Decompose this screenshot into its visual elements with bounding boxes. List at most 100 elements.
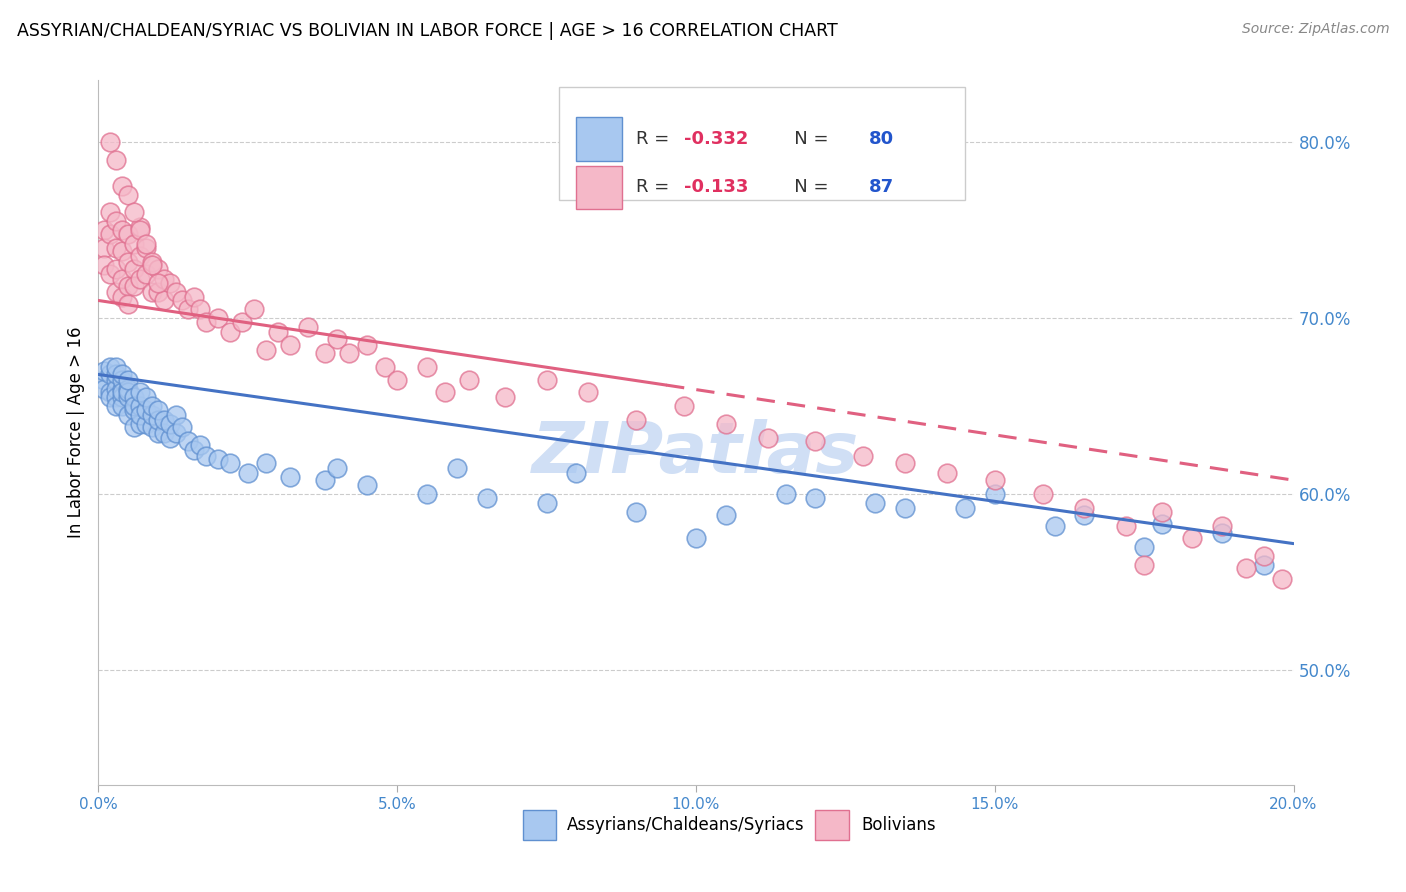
Point xyxy=(536,496,558,510)
Point xyxy=(129,417,152,431)
Point xyxy=(117,408,139,422)
Point xyxy=(172,420,194,434)
Point xyxy=(135,417,157,431)
Point xyxy=(356,337,378,351)
Point xyxy=(111,244,134,259)
Point xyxy=(315,346,337,360)
Point xyxy=(1043,519,1066,533)
Point xyxy=(117,254,139,268)
Point xyxy=(219,456,242,470)
Point xyxy=(936,466,959,480)
Point xyxy=(626,413,648,427)
Point xyxy=(236,466,259,480)
Point xyxy=(1234,561,1257,575)
Point xyxy=(446,460,468,475)
Point xyxy=(1073,501,1095,516)
FancyBboxPatch shape xyxy=(815,810,849,840)
Point xyxy=(1133,558,1156,572)
Point xyxy=(111,399,134,413)
Point xyxy=(339,346,361,360)
Point xyxy=(98,368,122,382)
Point xyxy=(267,325,290,339)
Point xyxy=(183,290,205,304)
Point xyxy=(98,385,122,400)
Point xyxy=(129,399,152,413)
Point xyxy=(673,399,696,413)
Point xyxy=(416,487,439,501)
Text: N =: N = xyxy=(778,129,835,148)
Point xyxy=(159,276,181,290)
Point xyxy=(111,272,134,286)
Point xyxy=(98,205,122,219)
Point xyxy=(183,443,205,458)
Point xyxy=(98,135,122,149)
Point xyxy=(1181,532,1204,546)
FancyBboxPatch shape xyxy=(576,117,621,161)
Point xyxy=(98,267,122,281)
Point xyxy=(153,272,176,286)
Point xyxy=(195,315,218,329)
Point xyxy=(111,391,134,405)
Point xyxy=(98,360,122,375)
Point xyxy=(153,413,176,427)
Point xyxy=(124,205,146,219)
Y-axis label: In Labor Force | Age > 16: In Labor Force | Age > 16 xyxy=(66,326,84,539)
Point xyxy=(105,373,128,387)
Point xyxy=(124,402,146,417)
Point xyxy=(326,460,349,475)
Point xyxy=(326,332,349,346)
Text: R =: R = xyxy=(637,178,675,196)
Text: N =: N = xyxy=(778,178,835,196)
Point xyxy=(165,285,187,299)
Point xyxy=(775,487,797,501)
Point xyxy=(565,466,588,480)
Point xyxy=(124,391,146,405)
Point xyxy=(141,399,163,413)
Point xyxy=(105,360,128,375)
Text: Assyrians/Chaldeans/Syriacs: Assyrians/Chaldeans/Syriacs xyxy=(567,816,804,834)
Point xyxy=(93,241,115,255)
Point xyxy=(297,319,319,334)
Text: Bolivians: Bolivians xyxy=(860,816,935,834)
Point xyxy=(111,382,134,396)
Point xyxy=(254,343,277,357)
Point xyxy=(148,413,170,427)
Point xyxy=(105,261,128,276)
Text: -0.332: -0.332 xyxy=(685,129,748,148)
Point xyxy=(105,241,128,255)
Point xyxy=(117,279,139,293)
Text: ZIPatlas: ZIPatlas xyxy=(533,419,859,488)
Point xyxy=(1271,572,1294,586)
Point xyxy=(1115,519,1137,533)
Point xyxy=(356,478,378,492)
Point xyxy=(148,276,170,290)
Point xyxy=(254,456,277,470)
Point xyxy=(894,501,917,516)
Point xyxy=(1211,519,1233,533)
Point xyxy=(93,223,115,237)
Point xyxy=(219,325,242,339)
Point xyxy=(135,391,157,405)
Point xyxy=(894,456,917,470)
Point xyxy=(315,473,337,487)
Point xyxy=(148,285,170,299)
Point xyxy=(159,431,181,445)
Point xyxy=(135,241,157,255)
Point xyxy=(129,408,152,422)
Point xyxy=(475,491,498,505)
Point xyxy=(117,187,139,202)
Point xyxy=(984,473,1007,487)
Point xyxy=(1152,505,1174,519)
Point xyxy=(177,302,200,317)
Point xyxy=(278,469,301,483)
Point xyxy=(124,261,146,276)
Point xyxy=(207,452,229,467)
Point xyxy=(953,501,976,516)
Point xyxy=(111,385,134,400)
Point xyxy=(135,402,157,417)
Point xyxy=(536,373,558,387)
Point xyxy=(1152,517,1174,532)
Text: 80: 80 xyxy=(869,129,894,148)
Point xyxy=(804,491,827,505)
Point xyxy=(177,434,200,449)
